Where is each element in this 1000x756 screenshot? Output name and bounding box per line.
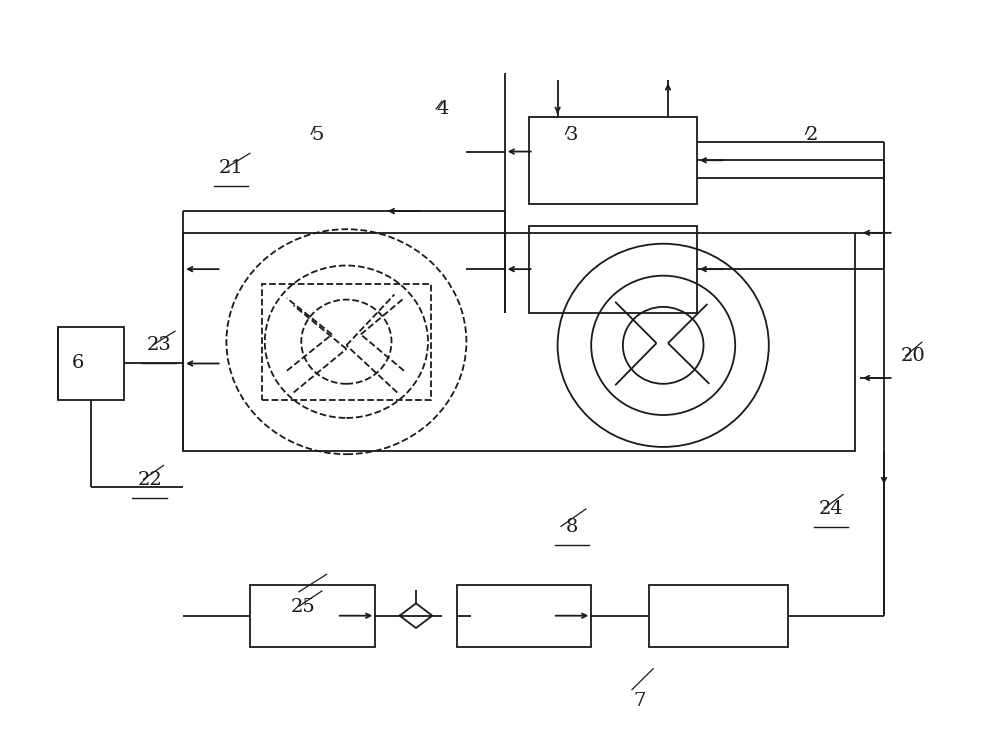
Text: 3: 3 <box>566 125 578 144</box>
Text: 2: 2 <box>806 125 818 144</box>
Text: 4: 4 <box>436 101 449 119</box>
Bar <box>457 585 591 646</box>
Text: 23: 23 <box>147 336 172 355</box>
Bar <box>529 116 697 204</box>
Bar <box>250 585 375 646</box>
Text: 20: 20 <box>900 347 925 365</box>
Bar <box>58 327 124 400</box>
Text: 5: 5 <box>311 125 324 144</box>
Text: 7: 7 <box>633 692 645 710</box>
Bar <box>649 585 788 646</box>
Text: 6: 6 <box>71 355 84 373</box>
Text: 24: 24 <box>819 500 844 518</box>
Bar <box>262 284 431 400</box>
Text: 21: 21 <box>219 159 244 177</box>
Text: 22: 22 <box>137 470 162 488</box>
Bar <box>183 233 855 451</box>
Text: 8: 8 <box>566 518 578 536</box>
Text: 25: 25 <box>291 597 316 615</box>
Bar <box>529 225 697 313</box>
